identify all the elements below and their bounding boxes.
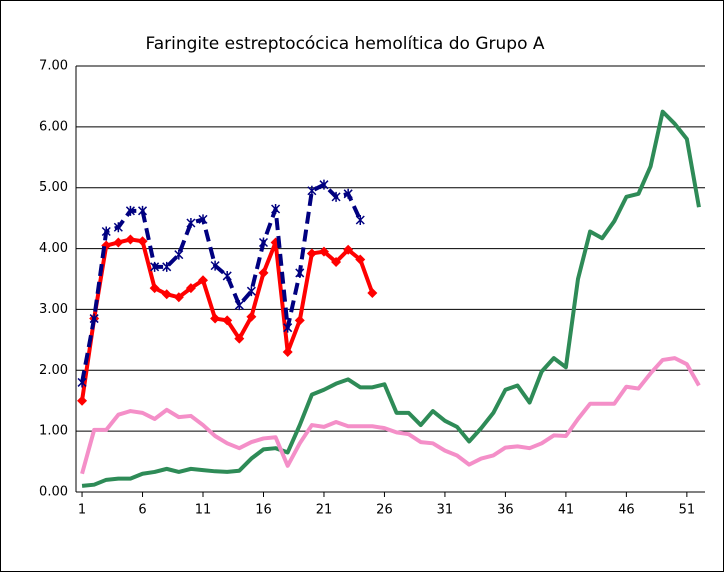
marker — [125, 205, 135, 216]
y-tick-label: 6.00 — [39, 119, 68, 134]
marker — [137, 205, 148, 216]
marker — [174, 249, 184, 260]
marker — [150, 261, 160, 272]
marker — [246, 311, 257, 322]
marker — [185, 283, 196, 294]
x-tick-label: 41 — [558, 503, 575, 518]
marker — [101, 226, 111, 237]
marker — [343, 188, 353, 199]
marker — [355, 214, 365, 225]
marker — [77, 377, 87, 388]
marker — [149, 283, 160, 294]
marker — [162, 261, 172, 272]
y-tick-label: 1.00 — [39, 424, 68, 439]
marker — [161, 289, 172, 300]
marker — [198, 214, 208, 225]
marker — [258, 237, 269, 248]
marker — [343, 244, 354, 255]
marker — [234, 300, 244, 311]
marker — [210, 260, 220, 271]
marker — [234, 333, 245, 344]
chart-title: Faringite estreptocócica hemolítica do G… — [145, 34, 544, 54]
y-tick-label: 5.00 — [39, 180, 68, 195]
y-tick-label: 0.00 — [39, 485, 68, 500]
y-tick-label: 2.00 — [39, 363, 68, 378]
marker — [283, 322, 293, 333]
marker — [318, 246, 329, 257]
x-tick-label: 16 — [255, 503, 272, 518]
marker — [306, 248, 317, 259]
marker — [77, 395, 88, 406]
marker — [295, 267, 305, 278]
y-tick-label: 4.00 — [39, 241, 68, 256]
marker — [258, 267, 269, 278]
x-tick-label: 31 — [437, 503, 454, 518]
marker — [173, 292, 184, 303]
marker — [271, 204, 281, 215]
marker — [113, 237, 124, 248]
marker — [367, 287, 378, 298]
series-line — [80, 356, 701, 475]
marker — [246, 286, 256, 297]
marker — [125, 234, 136, 245]
marker — [307, 185, 317, 196]
y-tick-label: 7.00 — [39, 59, 68, 74]
marker — [331, 191, 341, 202]
x-tick-label: 21 — [316, 503, 333, 518]
marker — [210, 313, 221, 324]
marker — [222, 315, 233, 326]
x-tick-label: 26 — [376, 503, 393, 518]
marker — [319, 179, 329, 190]
marker — [89, 313, 99, 324]
series-line — [81, 109, 701, 488]
marker — [186, 218, 196, 229]
marker — [222, 270, 232, 281]
x-tick-label: 51 — [679, 503, 696, 518]
marker — [113, 222, 123, 233]
marker — [355, 254, 366, 265]
x-tick-label: 6 — [138, 503, 146, 518]
marker — [282, 347, 293, 358]
x-tick-label: 11 — [195, 503, 212, 518]
x-tick-label: 36 — [497, 503, 514, 518]
marker — [294, 315, 305, 326]
marker — [137, 236, 148, 247]
x-tick-label: 46 — [618, 503, 635, 518]
x-tick-label: 1 — [78, 503, 86, 518]
marker — [198, 275, 209, 286]
y-tick-label: 3.00 — [39, 302, 68, 317]
marker — [331, 256, 342, 267]
